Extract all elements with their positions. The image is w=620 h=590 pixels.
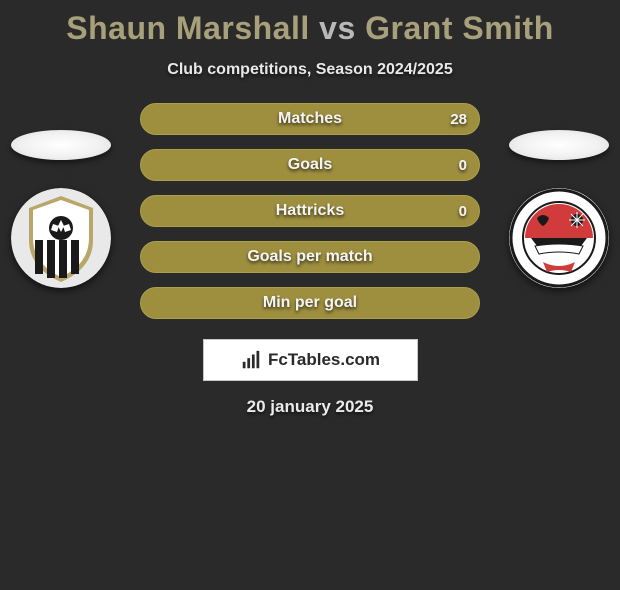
stat-label: Min per goal (263, 294, 357, 312)
footer-brand-box: FcTables.com (203, 339, 418, 381)
stat-right-value: 0 (459, 150, 467, 180)
subtitle: Club competitions, Season 2024/2025 (0, 61, 620, 79)
stat-row-hattricks: Hattricks 0 (140, 195, 480, 227)
player-right-side (504, 130, 614, 288)
stat-row-goals: Goals 0 (140, 149, 480, 181)
stat-label: Hattricks (276, 202, 344, 220)
footer-brand-text: FcTables.com (268, 350, 380, 370)
title-player1: Shaun Marshall (66, 10, 310, 46)
page-title: Shaun Marshall vs Grant Smith (0, 10, 620, 47)
stat-label: Goals (288, 156, 332, 174)
title-vs: vs (319, 10, 356, 46)
stat-label: Matches (278, 110, 342, 128)
stat-right-value: 0 (459, 196, 467, 226)
player-left-avatar-placeholder (11, 130, 111, 160)
player-right-avatar-placeholder (509, 130, 609, 160)
stats-container: Matches 28 Goals 0 Hattricks 0 Goals per… (140, 103, 480, 319)
player-left-side (6, 130, 116, 288)
stat-row-matches: Matches 28 (140, 103, 480, 135)
stat-row-min-per-goal: Min per goal (140, 287, 480, 319)
player-right-club-badge (509, 188, 609, 288)
club-badge-left-svg (11, 188, 111, 288)
stat-label: Goals per match (247, 248, 372, 266)
title-player2: Grant Smith (365, 10, 554, 46)
stat-right-value: 28 (450, 104, 467, 134)
player-left-club-badge (11, 188, 111, 288)
club-badge-right-svg (509, 188, 609, 288)
footer-date: 20 january 2025 (0, 397, 620, 417)
stat-row-goals-per-match: Goals per match (140, 241, 480, 273)
bar-chart-icon (240, 349, 262, 371)
